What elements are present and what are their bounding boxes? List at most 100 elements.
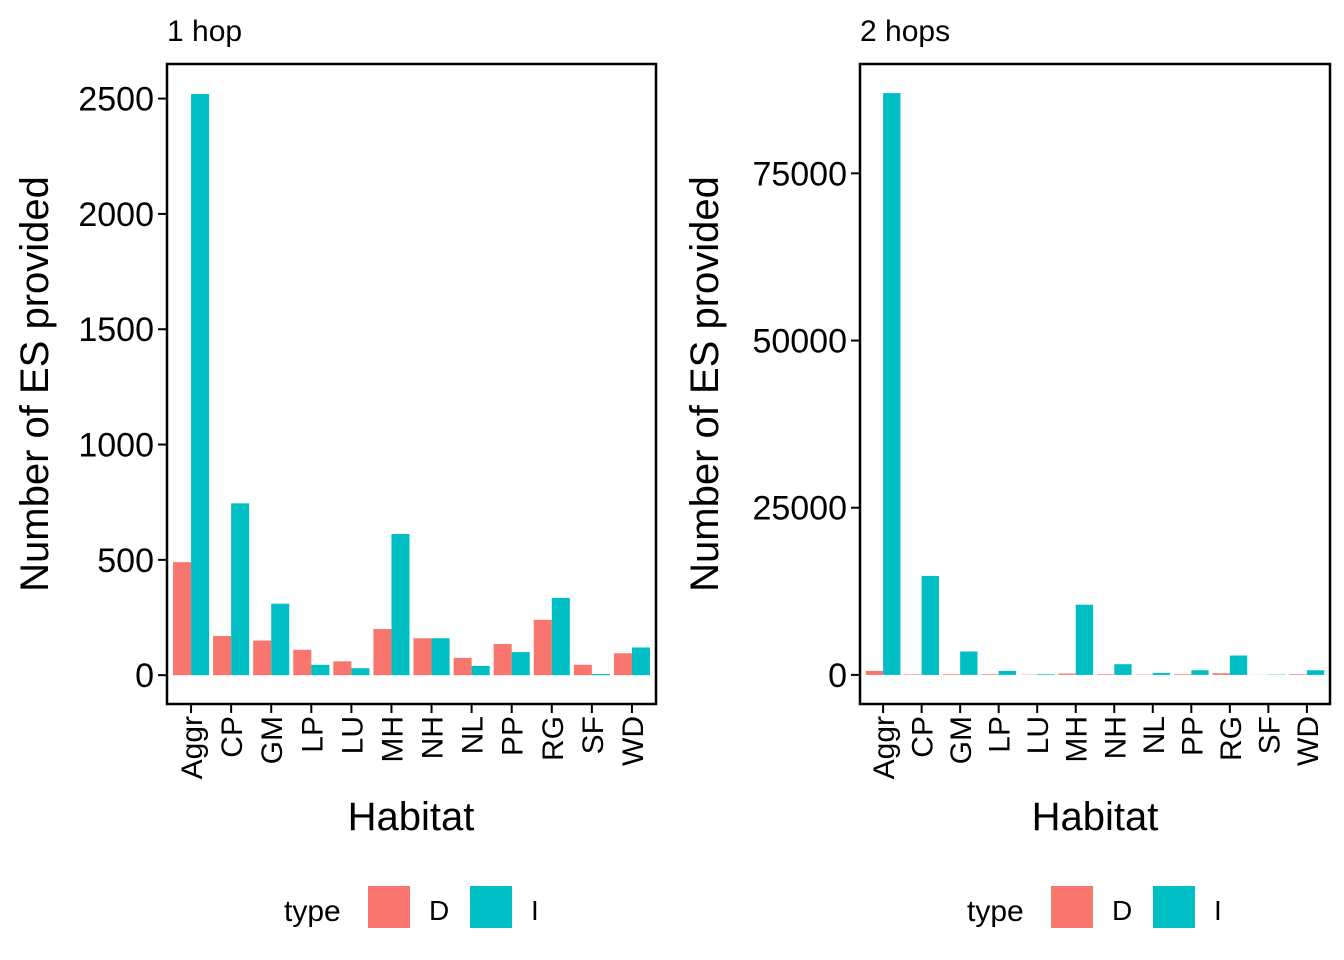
x-axis-title: Habitat — [348, 795, 475, 839]
x-tick-label: LU — [1022, 716, 1055, 754]
bar-d-wd — [1289, 674, 1307, 675]
bar-d-gm — [253, 640, 272, 676]
bar-i-rg — [551, 597, 570, 676]
x-tick-label: PP — [497, 716, 530, 756]
bar-d-rg — [533, 619, 552, 676]
bar-i-lp — [998, 670, 1017, 675]
x-tick-label: LP — [984, 716, 1017, 753]
bar-i-wd — [631, 647, 650, 676]
legend-swatch-d — [1051, 886, 1093, 928]
x-tick-label: LU — [336, 716, 369, 754]
x-tick-label: Aggr — [176, 716, 209, 779]
y-tick-label: 2500 — [78, 81, 154, 119]
x-tick-label: WD — [1292, 716, 1325, 766]
bar-i-cp — [921, 575, 939, 675]
x-tick-label: NH — [1099, 716, 1132, 759]
x-tick-label: SF — [577, 716, 610, 754]
legend: type D I — [967, 886, 1222, 928]
legend-swatch-d — [368, 886, 410, 928]
bar-i-gm — [960, 651, 978, 675]
x-tick-label: WD — [617, 716, 650, 766]
legend: type D I — [284, 886, 539, 928]
legend-title: type — [967, 895, 1024, 928]
panel-2-hops: 2 hops 0 25000 50000 75000 Aggr CP GM LP LU MH NH… — [683, 15, 1332, 928]
x-tick-label: GM — [256, 716, 289, 764]
panel-title: 1 hop — [167, 15, 242, 48]
x-tick-label: RG — [1215, 716, 1248, 761]
bar-i-pp — [511, 652, 530, 676]
bar-i-nl — [1152, 672, 1171, 675]
bar-d-aggr — [865, 670, 884, 675]
bar-d-nh — [413, 638, 432, 676]
y-tick-label: 25000 — [752, 490, 847, 528]
x-axis-title: Habitat — [1032, 795, 1159, 839]
bar-group — [173, 93, 650, 676]
bar-d-sf — [573, 664, 592, 676]
y-axis: 0 500 1000 1500 2000 2500 — [78, 81, 167, 695]
panel-title: 2 hops — [860, 15, 950, 48]
x-tick-label: CP — [216, 716, 249, 758]
x-tick-label: Aggr — [868, 716, 901, 779]
legend-swatch-i — [1153, 886, 1195, 928]
bar-d-lp — [981, 674, 999, 675]
bar-d-wd — [613, 653, 632, 676]
x-tick-label: GM — [945, 716, 978, 764]
y-tick-label: 2000 — [78, 196, 154, 234]
y-axis-title: Number of ES provided — [683, 176, 727, 592]
bar-d-gm — [942, 674, 961, 675]
x-axis: Aggr CP GM LP LU MH NH NL PP RG SF WD — [868, 704, 1325, 779]
bar-i-lp — [311, 664, 330, 676]
bar-i-cp — [231, 503, 250, 676]
bar-group — [865, 93, 1325, 675]
legend-label-i: I — [1214, 895, 1222, 926]
legend-label-i: I — [531, 895, 539, 926]
bar-d-pp — [1173, 674, 1192, 675]
x-tick-label: NL — [457, 716, 490, 754]
bar-d-cp — [213, 635, 232, 676]
y-tick-label: 1000 — [78, 427, 154, 465]
x-axis: Aggr CP GM LP LU MH NH NL PP RG SF WD — [176, 704, 650, 779]
y-tick-label: 0 — [135, 657, 154, 695]
bar-i-nh — [431, 638, 450, 676]
bar-i-gm — [271, 603, 290, 676]
bar-i-pp — [1191, 670, 1209, 675]
bar-i-lu — [1037, 674, 1055, 675]
x-tick-label: NL — [1138, 716, 1171, 754]
x-tick-label: SF — [1253, 716, 1286, 754]
bar-d-lu — [333, 661, 352, 676]
legend-label-d: D — [1112, 895, 1132, 926]
y-tick-label: 0 — [828, 657, 847, 695]
bar-d-rg — [1212, 673, 1230, 675]
x-tick-label: MH — [1061, 716, 1094, 763]
plot-border — [165, 62, 658, 706]
legend-title: type — [284, 895, 341, 928]
y-tick-label: 1500 — [78, 311, 154, 349]
bar-i-mh — [391, 534, 410, 676]
y-axis: 0 25000 50000 75000 — [752, 155, 860, 695]
bar-i-wd — [1306, 670, 1325, 675]
bar-d-mh — [1058, 673, 1076, 675]
x-tick-label: MH — [376, 716, 409, 763]
bar-d-lp — [293, 649, 312, 676]
bar-d-mh — [373, 629, 392, 676]
bar-i-rg — [1229, 655, 1248, 675]
bar-i-mh — [1075, 604, 1094, 675]
legend-swatch-i — [470, 886, 512, 928]
y-tick-label: 500 — [97, 542, 154, 580]
y-tick-label: 50000 — [752, 323, 847, 361]
bar-d-aggr — [173, 562, 192, 676]
x-tick-label: NH — [417, 716, 450, 759]
x-tick-label: PP — [1176, 716, 1209, 756]
bar-d-nl — [453, 657, 472, 676]
y-axis-title: Number of ES provided — [13, 176, 57, 592]
x-tick-label: CP — [907, 716, 940, 758]
bar-d-cp — [904, 674, 922, 675]
bar-i-aggr — [883, 93, 901, 675]
bar-i-nl — [471, 665, 490, 676]
panel-1-hop: 1 hop 0 500 1000 1500 2000 2500 Aggr CP GM LP LU M… — [13, 15, 658, 928]
bar-i-sf — [591, 674, 610, 676]
plot-border — [858, 62, 1332, 706]
bar-i-nh — [1114, 664, 1132, 675]
legend-label-d: D — [429, 895, 449, 926]
